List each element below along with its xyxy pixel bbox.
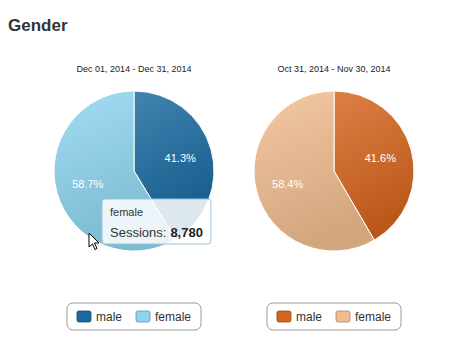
tooltip: female Sessions: 8,780 <box>89 199 211 250</box>
cursor <box>89 233 99 250</box>
chart-canvas: Gender Dec 01, 2014 - Dec 31, 2014 41.3% 58… <box>0 0 450 352</box>
legend-frame <box>267 303 401 330</box>
date-range: Dec 01, 2014 - Dec 31, 2014 <box>76 64 191 74</box>
data-labels: 41.3% 58.7% <box>72 152 196 190</box>
legend-frame <box>67 303 201 330</box>
data-labels: 41.6% 58.4% <box>272 152 396 189</box>
legend: male female <box>67 303 201 330</box>
data-label: 58.4% <box>272 178 303 190</box>
legend-swatch <box>136 311 150 322</box>
data-label: 58.7% <box>72 178 103 190</box>
tooltip-title: female <box>110 206 143 218</box>
legend-label: male <box>96 310 122 324</box>
tooltip-value: 8,780 <box>170 225 203 240</box>
data-label: 41.6% <box>365 152 396 164</box>
slices <box>254 91 414 251</box>
pie-slice <box>54 91 176 251</box>
legend-label: male <box>296 310 322 324</box>
date-range: Oct 31, 2014 - Nov 30, 2014 <box>277 64 390 74</box>
legend-swatch <box>77 311 91 322</box>
tooltip-box <box>102 199 211 244</box>
legend-swatch <box>336 311 350 322</box>
legend-label: female <box>355 310 391 324</box>
pie-slice <box>254 91 374 251</box>
pie-chart: Oct 31, 2014 - Nov 30, 2014 41.6% 58.4% mal… <box>254 64 414 330</box>
slices <box>54 91 214 251</box>
pie-chart: Dec 01, 2014 - Dec 31, 2014 41.3% 58.7% fem… <box>54 64 214 330</box>
tooltip-label: Sessions: <box>110 225 166 240</box>
legend-swatch <box>277 311 291 322</box>
data-label: 41.3% <box>165 152 196 164</box>
page-title: Gender <box>8 16 68 35</box>
legend: male female <box>267 303 401 330</box>
legend-label: female <box>155 310 191 324</box>
